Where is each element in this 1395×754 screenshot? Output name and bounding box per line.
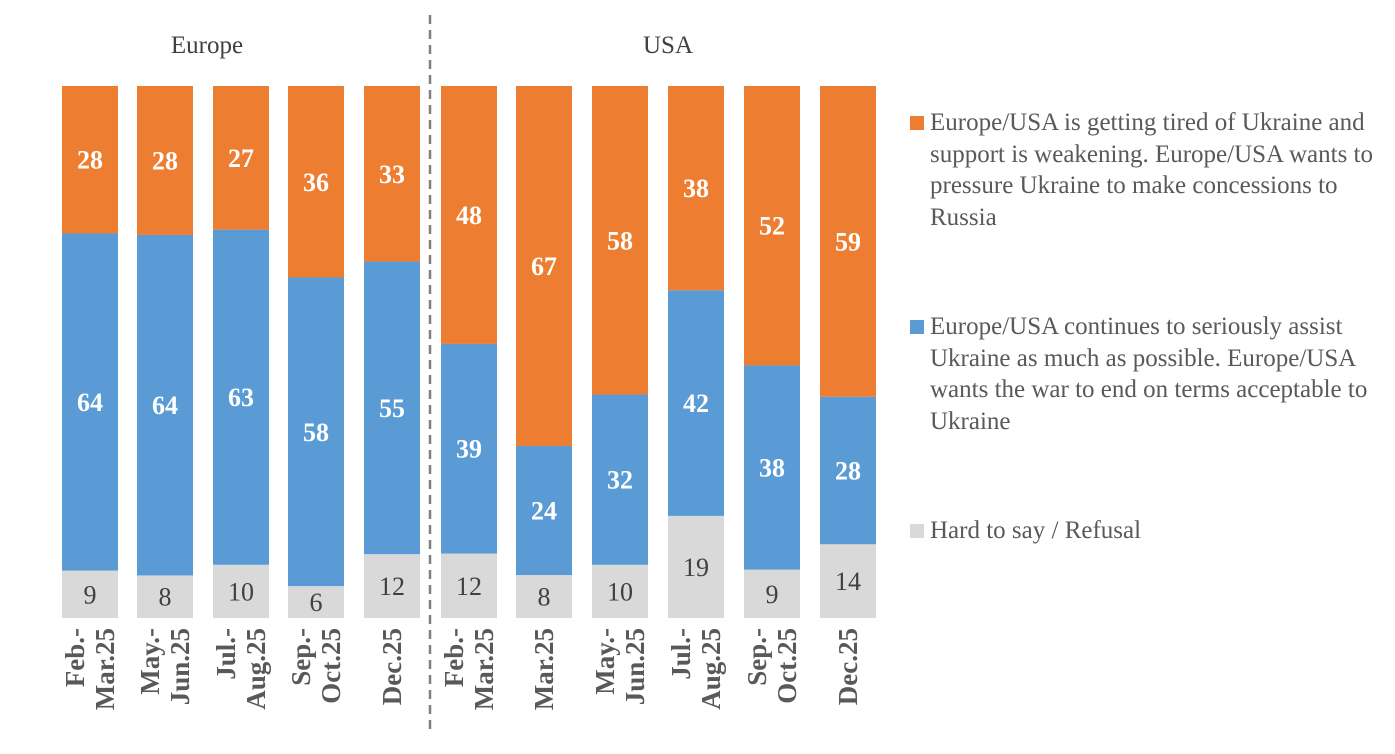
x-tick-label: Sep.- [286,628,316,686]
x-tick-label: Aug.25 [696,628,726,710]
x-tick-label: May.- [135,628,165,695]
bar-segment [213,564,269,618]
x-tick-label: Oct.25 [316,628,346,704]
bar-segment [364,554,420,618]
data-label: 8 [159,583,172,612]
data-label: 33 [379,160,405,189]
data-label: 38 [759,454,785,483]
bar-segment [137,575,193,618]
data-label: 36 [303,168,329,197]
legend-label: Hard to say / Refusal [930,517,1142,544]
x-tick-label: Aug.25 [241,628,271,710]
data-label: 39 [456,435,482,464]
bar-segment [137,234,193,576]
bar-segment [441,553,497,618]
bar-segment [592,394,648,565]
data-label: 64 [152,391,178,420]
data-label: 6 [310,588,323,617]
bar-segment [364,86,420,262]
legend-item-hard-to-say: Hard to say / Refusal [910,515,1380,547]
data-label: 48 [456,201,482,230]
x-tick-label: Sep.- [742,628,772,686]
legend-label: Europe/USA continues to seriously assist… [930,313,1368,435]
data-label: 38 [683,174,709,203]
bar-segment [668,86,724,291]
x-tick-label: Feb.- [439,628,469,687]
x-tick-label: Oct.25 [772,628,802,704]
legend-swatch-orange [910,116,924,130]
bar-segment [516,86,572,447]
bar-segment [288,586,344,618]
data-label: 12 [379,572,405,601]
data-label: 9 [84,580,97,609]
data-label: 28 [152,146,178,175]
legend-swatch-gray [910,524,924,538]
data-label: 19 [683,553,709,582]
bar-segment [820,86,876,397]
data-label: 55 [379,394,405,423]
x-tick-label: Jun.25 [165,628,195,705]
data-label: 28 [77,146,103,175]
bar-segment [213,86,269,230]
x-tick-label: Dec.25 [833,628,863,705]
bar-segment [668,515,724,618]
legend-swatch-blue [910,320,924,334]
x-tick-label: Mar.25 [469,628,499,710]
bar-segment [288,277,344,587]
data-label: 59 [835,227,861,256]
x-tick-label: May.- [590,628,620,695]
bar-segment [62,86,118,234]
data-label: 10 [607,577,633,606]
bar-segment [62,233,118,571]
data-label: 58 [303,418,329,447]
bar-segment [744,569,800,618]
data-label: 10 [228,577,254,606]
data-label: 27 [228,144,254,173]
x-tick-label: Jul.- [211,628,241,680]
data-label: 52 [759,212,785,241]
bar-segment [744,365,800,570]
data-label: 58 [607,226,633,255]
bar-segment [516,575,572,618]
bar-segment [668,290,724,516]
x-tick-label: Dec.25 [377,628,407,705]
x-tick-label: Mar.25 [529,628,559,710]
data-label: 64 [77,388,103,417]
bar-segment [820,544,876,618]
data-label: 9 [766,580,779,609]
bar-segment [62,570,118,618]
bar-segment [592,564,648,618]
bar-segment [213,229,269,565]
data-label: 24 [531,497,557,526]
data-label: 28 [835,457,861,486]
bar-segment [516,446,572,576]
bar-segment [364,261,420,555]
group-title: Europe [171,32,243,59]
legend-item-tired: Europe/USA is getting tired of Ukraine a… [910,107,1380,233]
x-tick-label: Mar.25 [90,628,120,710]
x-tick-label: Feb.- [60,628,90,687]
data-label: 63 [228,383,254,412]
data-label: 14 [835,567,861,596]
bar-segment [441,343,497,554]
legend-label: Europe/USA is getting tired of Ukraine a… [930,109,1374,231]
data-label: 32 [607,466,633,495]
data-label: 8 [538,583,551,612]
bar-segment [137,86,193,235]
bar-segment [288,86,344,278]
bar-segment [441,86,497,344]
x-tick-label: Jun.25 [620,628,650,705]
bar-segment [820,396,876,545]
legend-item-assist: Europe/USA continues to seriously assist… [910,311,1380,437]
data-label: 67 [531,252,557,281]
group-title: USA [643,32,693,59]
bar-segment [592,86,648,395]
data-label: 12 [456,572,482,601]
x-tick-label: Jul.- [666,628,696,680]
data-label: 42 [683,389,709,418]
bar-segment [744,86,800,366]
